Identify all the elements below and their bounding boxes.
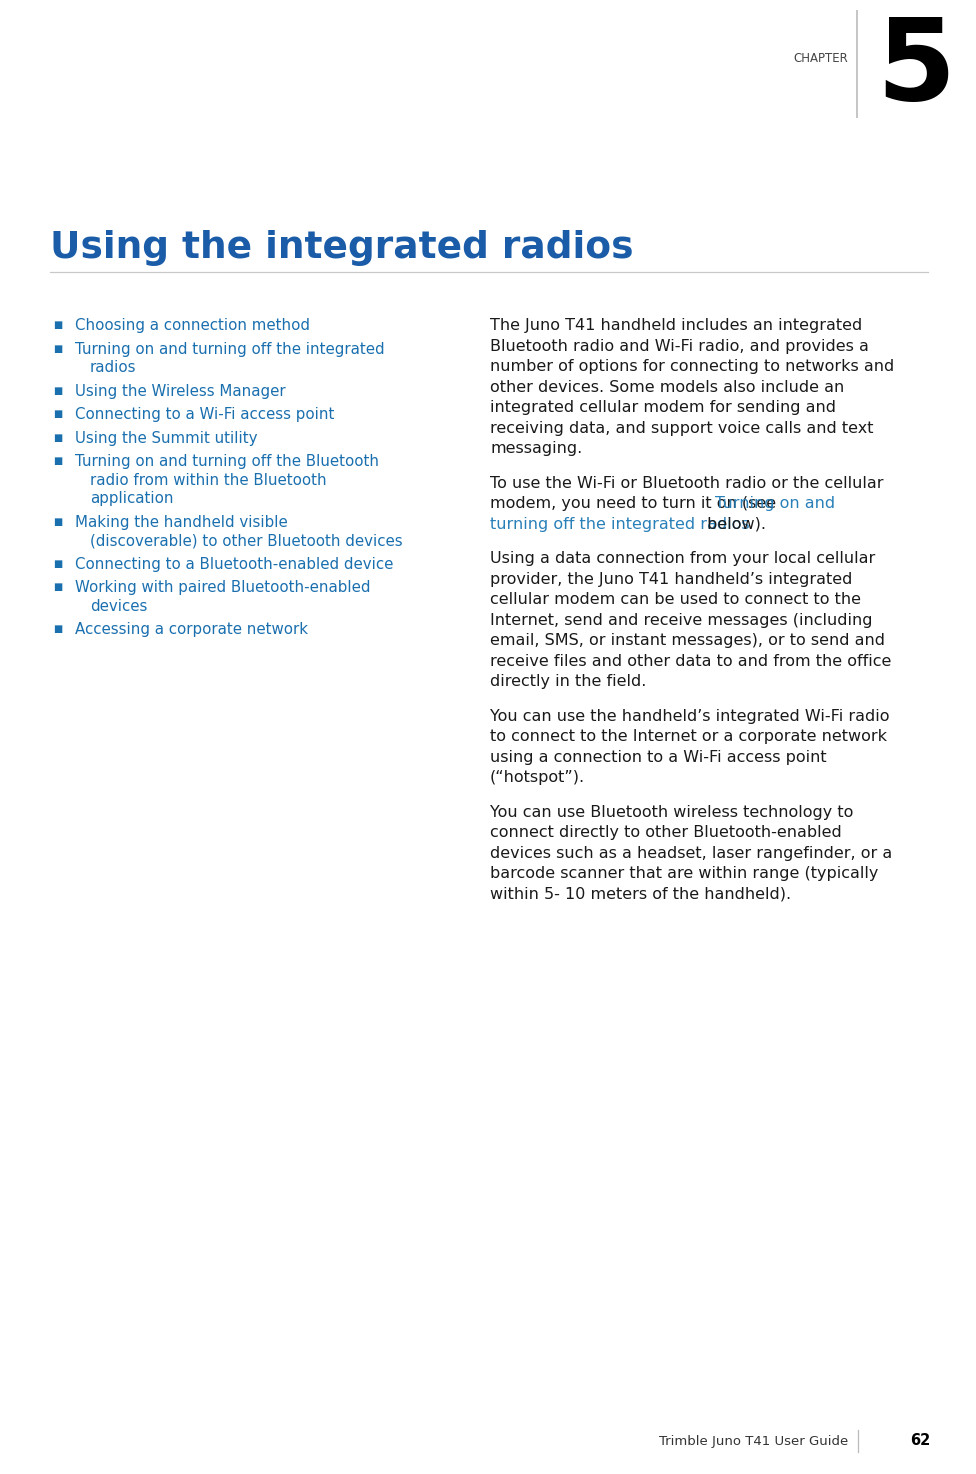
Text: Working with paired Bluetooth-enabled: Working with paired Bluetooth-enabled — [75, 579, 371, 595]
Text: Trimble Juno T41 User Guide: Trimble Juno T41 User Guide — [659, 1436, 848, 1447]
Text: number of options for connecting to networks and: number of options for connecting to netw… — [490, 360, 894, 374]
Text: (discoverable) to other Bluetooth devices: (discoverable) to other Bluetooth device… — [90, 534, 403, 548]
Text: turning off the integrated radios: turning off the integrated radios — [490, 516, 750, 532]
Text: Choosing a connection method: Choosing a connection method — [75, 318, 310, 333]
Text: radios: radios — [90, 360, 137, 374]
Text: You can use the handheld’s integrated Wi-Fi radio: You can use the handheld’s integrated Wi… — [490, 709, 889, 724]
Text: other devices. Some models also include an: other devices. Some models also include … — [490, 379, 844, 395]
Text: receiving data, and support voice calls and text: receiving data, and support voice calls … — [490, 420, 874, 435]
Text: ■: ■ — [53, 624, 62, 634]
Text: modem, you need to turn it on (see: modem, you need to turn it on (see — [490, 495, 781, 511]
Text: Turning on and: Turning on and — [714, 495, 834, 511]
Text: Internet, send and receive messages (including: Internet, send and receive messages (inc… — [490, 613, 873, 628]
Text: (“hotspot”).: (“hotspot”). — [490, 769, 586, 786]
Text: connect directly to other Bluetooth-enabled: connect directly to other Bluetooth-enab… — [490, 825, 841, 840]
Text: ■: ■ — [53, 455, 62, 466]
Text: integrated cellular modem for sending and: integrated cellular modem for sending an… — [490, 399, 836, 416]
Text: application: application — [90, 491, 174, 506]
Text: ■: ■ — [53, 408, 62, 419]
Text: ■: ■ — [53, 386, 62, 395]
Text: Turning on and turning off the integrated: Turning on and turning off the integrate… — [75, 342, 385, 357]
Text: Connecting to a Wi-Fi access point: Connecting to a Wi-Fi access point — [75, 407, 335, 422]
Text: You can use Bluetooth wireless technology to: You can use Bluetooth wireless technolog… — [490, 805, 853, 820]
Text: CHAPTER: CHAPTER — [793, 52, 848, 65]
Text: to connect to the Internet or a corporate network: to connect to the Internet or a corporat… — [490, 730, 887, 744]
Text: email, SMS, or instant messages), or to send and: email, SMS, or instant messages), or to … — [490, 632, 885, 649]
Text: using a connection to a Wi-Fi access point: using a connection to a Wi-Fi access poi… — [490, 749, 827, 765]
Text: within 5- 10 meters of the handheld).: within 5- 10 meters of the handheld). — [490, 886, 792, 902]
Text: Using the Summit utility: Using the Summit utility — [75, 430, 258, 445]
Text: ■: ■ — [53, 516, 62, 526]
Text: ■: ■ — [53, 343, 62, 354]
Text: messaging.: messaging. — [490, 441, 583, 455]
Text: The Juno T41 handheld includes an integrated: The Juno T41 handheld includes an integr… — [490, 318, 862, 333]
Text: ■: ■ — [53, 432, 62, 442]
Text: barcode scanner that are within range (typically: barcode scanner that are within range (t… — [490, 867, 878, 881]
Text: provider, the Juno T41 handheld’s integrated: provider, the Juno T41 handheld’s integr… — [490, 572, 852, 587]
Text: Bluetooth radio and Wi-Fi radio, and provides a: Bluetooth radio and Wi-Fi radio, and pro… — [490, 339, 869, 354]
Text: radio from within the Bluetooth: radio from within the Bluetooth — [90, 473, 327, 488]
Text: receive files and other data to and from the office: receive files and other data to and from… — [490, 653, 891, 669]
Text: Using the integrated radios: Using the integrated radios — [50, 230, 633, 265]
Text: ■: ■ — [53, 559, 62, 569]
Text: directly in the field.: directly in the field. — [490, 674, 646, 688]
Text: devices: devices — [90, 598, 147, 613]
Text: Making the handheld visible: Making the handheld visible — [75, 514, 288, 529]
Text: below).: below). — [702, 516, 766, 532]
Text: Turning on and turning off the Bluetooth: Turning on and turning off the Bluetooth — [75, 454, 379, 469]
Text: devices such as a headset, laser rangefinder, or a: devices such as a headset, laser rangefi… — [490, 846, 892, 861]
Text: ■: ■ — [53, 320, 62, 330]
Text: To use the Wi-Fi or Bluetooth radio or the cellular: To use the Wi-Fi or Bluetooth radio or t… — [490, 476, 883, 491]
Text: Using a data connection from your local cellular: Using a data connection from your local … — [490, 551, 875, 566]
Text: Accessing a corporate network: Accessing a corporate network — [75, 622, 308, 637]
Text: 62: 62 — [910, 1433, 930, 1447]
Text: 5: 5 — [876, 12, 956, 124]
Text: Using the Wireless Manager: Using the Wireless Manager — [75, 383, 286, 398]
Text: Connecting to a Bluetooth-enabled device: Connecting to a Bluetooth-enabled device — [75, 557, 393, 572]
Text: ■: ■ — [53, 582, 62, 593]
Text: cellular modem can be used to connect to the: cellular modem can be used to connect to… — [490, 593, 861, 607]
